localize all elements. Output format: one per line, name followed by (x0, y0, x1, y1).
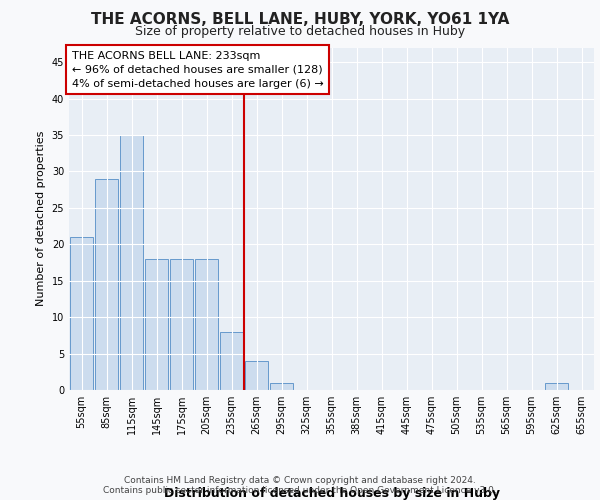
Bar (194, 259, 218, 390)
Bar (245, 361, 268, 390)
Text: Size of property relative to detached houses in Huby: Size of property relative to detached ho… (135, 25, 465, 38)
X-axis label: Distribution of detached houses by size in Huby: Distribution of detached houses by size … (163, 487, 499, 500)
Bar (545, 382, 568, 390)
Bar (269, 382, 293, 390)
Text: THE ACORNS BELL LANE: 233sqm
← 96% of detached houses are smaller (128)
4% of se: THE ACORNS BELL LANE: 233sqm ← 96% of de… (71, 51, 323, 89)
Bar (119, 135, 143, 390)
Bar (220, 332, 244, 390)
Text: Contains public sector information licensed under the Open Government Licence v3: Contains public sector information licen… (103, 486, 497, 495)
Bar (95, 178, 118, 390)
Text: THE ACORNS, BELL LANE, HUBY, YORK, YO61 1YA: THE ACORNS, BELL LANE, HUBY, YORK, YO61 … (91, 12, 509, 28)
Bar (145, 259, 169, 390)
Bar (70, 237, 94, 390)
Bar (170, 259, 193, 390)
Text: Contains HM Land Registry data © Crown copyright and database right 2024.: Contains HM Land Registry data © Crown c… (124, 476, 476, 485)
Y-axis label: Number of detached properties: Number of detached properties (36, 131, 46, 306)
